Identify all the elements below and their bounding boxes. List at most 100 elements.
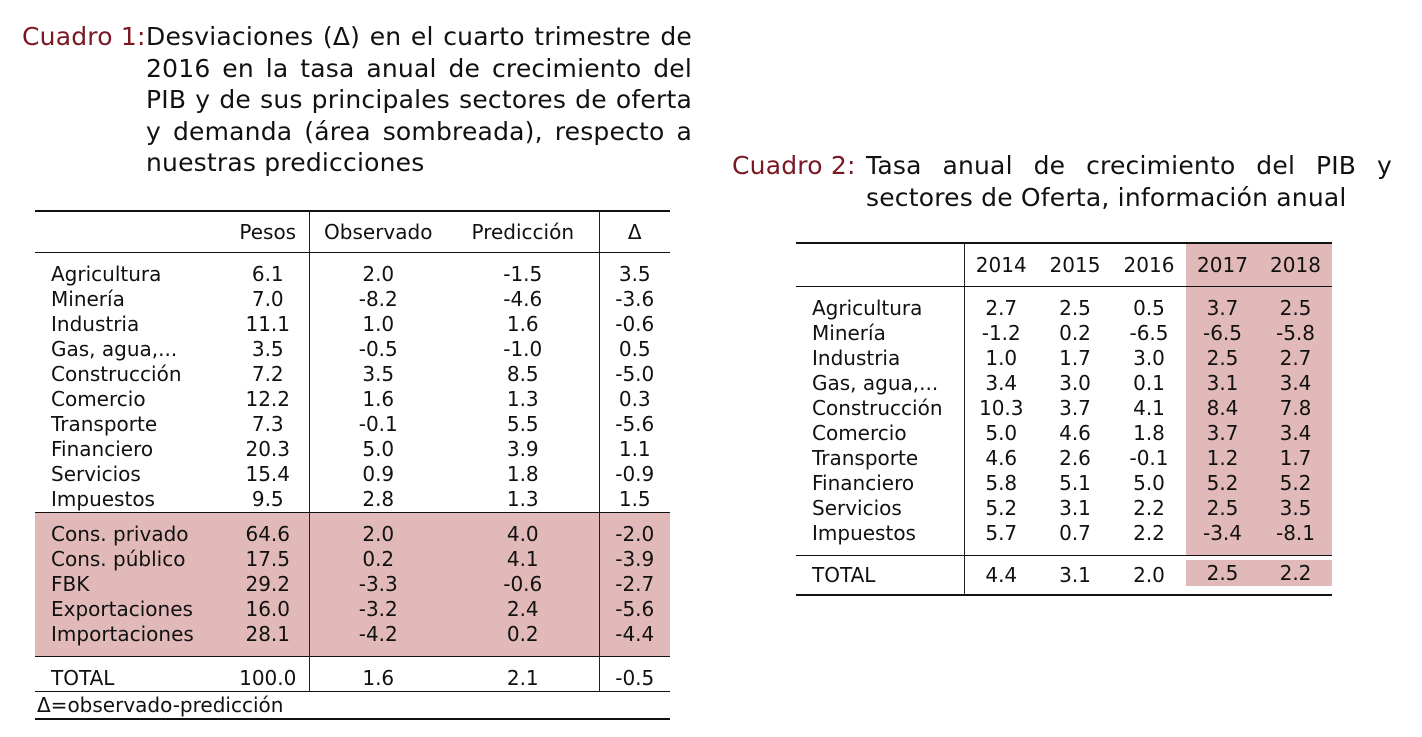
row-label: Financiero [51,437,154,461]
table-cell: 2.8 [308,487,447,513]
table-cell: 5.7 [963,521,1038,546]
table-cell: 2.0 [308,262,447,287]
spacer-cell [598,656,670,666]
table-cell: -1.2 [963,321,1038,346]
table-cell: 3.7 [1186,421,1259,446]
table-cell: 12.2 [245,387,291,411]
header-blank [35,211,227,253]
spacer-cell [796,287,964,297]
table-cell: -3.3 [308,572,447,597]
header-2018: 2018 [1259,243,1332,287]
spacer-cell [1112,546,1186,556]
table-cell: 1.3 [506,387,539,411]
table-cell: 0.7 [1059,521,1091,545]
table-row: Financiero 20.3 5.0 3.9 1.1 [35,437,670,462]
table-cell: 3.5 [308,362,447,387]
spacer-cell [1038,546,1112,556]
spacer-cell [35,656,227,666]
table-row-demand: FBK 29.2 -3.3 -0.6 -2.7 [35,572,670,597]
table-cell: 5.0 [308,437,447,462]
table-cell: 0.2 [1059,321,1091,345]
table-row: Agricultura 6.1 2.0 -1.5 3.5 [35,262,670,287]
total-cell-shaded: 2.2 [1259,555,1332,595]
table-cell: 3.4 [963,371,1038,396]
spacer-row [35,252,670,263]
table-cell: 2.6 [1059,446,1091,470]
total-cell-shaded: 2.5 [1186,555,1259,595]
spacer-cell [598,252,670,262]
cuadro-1-caption: Cuadro 1: Desviaciones (Δ) en el cuarto … [22,21,692,179]
row-label: Impuestos [51,487,155,511]
table-cell: 3.5 [1259,496,1332,521]
row-label: Servicios [812,496,902,520]
table-cell: 2.7 [1259,346,1332,371]
table-cell: 1.8 [1133,421,1165,445]
cuadro-1-title: Desviaciones (Δ) en el cuarto trimestre … [146,22,692,177]
table-cell: 3.4 [1259,421,1332,446]
table-cell: 1.6 [506,312,539,336]
row-label: Construcción [812,396,943,420]
spacer-cell [598,512,670,522]
table-cell: -1.5 [503,262,543,286]
table-cell: 2.7 [963,296,1038,321]
table-cell: 0.3 [598,387,670,412]
spacer-row [796,286,1332,297]
table-cell: 2.2 [1133,496,1165,520]
table-row-demand: Exportaciones 16.0 -3.2 2.4 -5.6 [35,597,670,622]
cuadro-2-title: Tasa anual de crecimiento del PIB y sect… [866,151,1392,212]
header-delta: Δ [598,211,670,253]
table-cell: 20.3 [245,437,291,461]
cuadro-1-label: Cuadro 1: [22,22,146,51]
row-label: Transporte [51,412,158,436]
row-label: Gas, agua,... [812,371,939,395]
table-cell: -3.6 [598,287,670,312]
table-row: Impuestos 5.7 0.7 2.2 -3.4 -8.1 [796,521,1332,546]
header-pesos: Pesos [227,211,309,253]
table-cell: -5.6 [598,597,670,622]
table-row-demand: Cons. público 17.5 0.2 4.1 -3.9 [35,547,670,572]
spacer-cell [447,253,599,263]
spacer-cell [308,252,447,262]
total-cell: 2.0 [1112,555,1186,595]
table-cell: 4.1 [447,547,599,572]
table-cell: 0.2 [308,547,447,572]
row-label: Exportaciones [35,597,227,622]
row-label: Impuestos [812,521,916,545]
header-2014: 2014 [963,243,1038,287]
row-label: Industria [51,312,140,336]
table-cell: 3.9 [506,437,539,461]
table-cell: 8.4 [1186,396,1259,421]
table-cell: 4.1 [1133,396,1165,420]
table-cell: 6.1 [251,262,284,286]
table-cell: 11.1 [245,312,291,336]
total-cell: 2.2 [1259,560,1332,586]
table-cell: 3.7 [1059,396,1091,420]
header-blank [796,243,964,287]
row-label: Financiero [812,471,915,495]
table-cell: -4.4 [598,622,670,647]
table-cell: -4.6 [503,287,543,311]
table-cell: 7.3 [251,412,284,436]
row-label: Transporte [812,446,919,470]
table-cell: 5.5 [506,412,539,436]
row-label: Servicios [51,462,141,486]
table-cell: 0.1 [1133,371,1165,395]
table-cell: 9.5 [251,487,284,511]
spacer-row [35,512,670,522]
spacer-cell [35,253,227,263]
table-cell: 17.5 [227,547,309,572]
table-cell: -6.5 [1186,321,1259,346]
table-cell: 4.6 [963,446,1038,471]
table-row: Construcción 10.3 3.7 4.1 8.4 7.8 [796,396,1332,421]
row-label: Agricultura [51,262,162,286]
table-cell: 3.0 [1059,371,1091,395]
total-cell: 1.6 [308,666,447,692]
total-label: TOTAL [796,555,964,595]
table-row: Financiero 5.8 5.1 5.0 5.2 5.2 [796,471,1332,496]
table-row: Comercio 5.0 4.6 1.8 3.7 3.4 [796,421,1332,446]
header-2016: 2016 [1112,243,1186,287]
table-cell: 7.8 [1259,396,1332,421]
header-2017: 2017 [1186,243,1259,287]
table-cell: -0.6 [447,572,599,597]
total-row: TOTAL 100.0 1.6 2.1 -0.5 [35,666,670,692]
